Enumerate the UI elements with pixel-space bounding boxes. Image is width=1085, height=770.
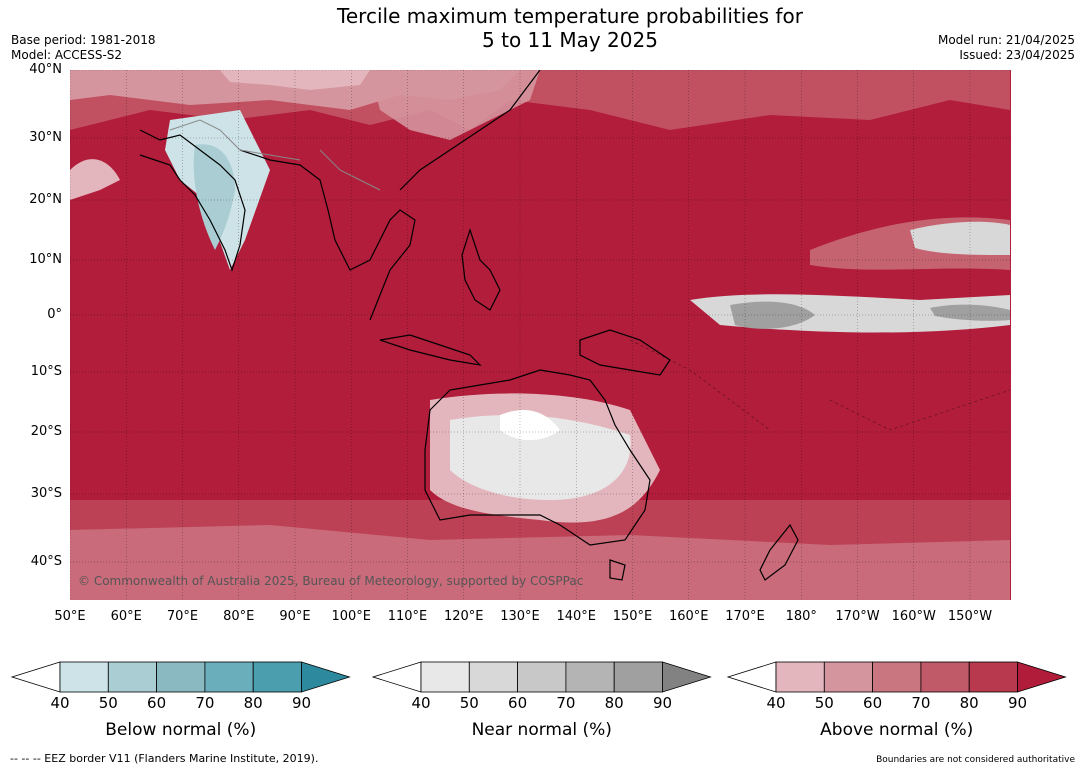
colorbar-segment bbox=[920, 661, 970, 693]
eez-borders bbox=[629, 339, 1011, 431]
colorbar-segment bbox=[252, 661, 302, 693]
colorbar-segment bbox=[968, 661, 1018, 693]
colorbar-segment bbox=[420, 661, 470, 693]
colorbar-tick-label: 60 bbox=[147, 694, 167, 712]
longitude-tick-label: 140°E bbox=[556, 609, 597, 624]
longitude-tick-label: 170°W bbox=[835, 609, 880, 624]
colorbar-tick-label: 80 bbox=[243, 694, 263, 712]
colorbar-segment bbox=[613, 661, 663, 693]
colorbar bbox=[371, 661, 712, 693]
longitude-tick-label: 70°E bbox=[166, 609, 199, 624]
longitude-tick-label: 120°E bbox=[443, 609, 484, 624]
title-line-2: 5 to 11 May 2025 bbox=[482, 28, 658, 52]
longitude-tick-label: 50°E bbox=[54, 609, 86, 624]
longitude-tick-label: 110°E bbox=[387, 609, 428, 624]
latitude-tick-label: 40°S bbox=[30, 554, 62, 569]
longitude-tick-label: 170°E bbox=[725, 609, 765, 624]
colorbar-segment bbox=[775, 661, 825, 693]
colorbar-tick-label: 90 bbox=[291, 694, 312, 712]
longitude-tick-label: 100°E bbox=[331, 609, 372, 624]
colorbar-tick-label: 80 bbox=[604, 694, 624, 712]
longitude-tick-label: 80°E bbox=[223, 609, 255, 624]
gridlines bbox=[70, 70, 1011, 600]
colorbar-segment bbox=[565, 661, 615, 693]
model-run: Model run: 21/04/2025 bbox=[937, 33, 1075, 47]
colorbar-tick-label: 60 bbox=[508, 694, 528, 712]
latitude-tick-label: 40°N bbox=[29, 62, 62, 77]
colorbar-segment bbox=[59, 661, 109, 693]
colorbar-under-triangle bbox=[10, 661, 61, 693]
colorbar-over-triangle bbox=[662, 661, 712, 693]
colorbar-segment bbox=[872, 661, 922, 693]
colorbar-segment bbox=[468, 661, 518, 693]
longitude-tick-label: 150°W bbox=[947, 609, 993, 624]
colorbar-tick-label: 40 bbox=[50, 694, 70, 712]
colorbar-segment bbox=[204, 661, 254, 693]
colorbar-tick-label: 90 bbox=[1007, 694, 1028, 712]
colorbar-tick-label: 40 bbox=[411, 694, 431, 712]
colorbar-tick-label: 70 bbox=[195, 694, 215, 712]
meta-right: Model run: 21/04/2025 Issued: 23/04/2025 bbox=[938, 33, 1075, 63]
colorbars bbox=[10, 661, 1067, 693]
latitude-tick-label: 30°N bbox=[29, 130, 62, 145]
longitude-tick-label: 160°E bbox=[668, 609, 709, 624]
base-period: Base period: 1981-2018 bbox=[11, 33, 156, 47]
colorbar-under-triangle bbox=[371, 661, 422, 693]
longitude-tick-label: 130°E bbox=[500, 609, 540, 624]
colorbar-title: Below normal (%) bbox=[105, 720, 257, 740]
colorbar-over-triangle bbox=[1017, 661, 1067, 693]
probability-map: © Commonwealth of Australia 2025, Bureau… bbox=[70, 70, 1011, 600]
latitude-tick-label: 10°S bbox=[30, 364, 62, 379]
map-title: Tercile maximum temperature probabilitie… bbox=[0, 4, 1085, 52]
colorbar bbox=[10, 661, 351, 693]
colorbar-segment bbox=[156, 661, 206, 693]
longitude-tick-label: 150°E bbox=[612, 609, 653, 624]
colorbar-title: Above normal (%) bbox=[820, 720, 974, 740]
colorbar-under-triangle bbox=[726, 661, 777, 693]
meta-left: Base period: 1981-2018 Model: ACCESS-S2 bbox=[11, 33, 156, 63]
colorbar-tick-label: 40 bbox=[766, 694, 786, 712]
longitude-tick-label: 90°E bbox=[279, 609, 311, 624]
coastlines bbox=[139, 70, 799, 581]
colorbar-tick-label: 70 bbox=[556, 694, 576, 712]
colorbar-segment bbox=[823, 661, 873, 693]
latitude-tick-label: 20°S bbox=[30, 424, 62, 439]
eez-footnote: -- -- -- EEZ border V11 (Flanders Marine… bbox=[10, 752, 319, 765]
colorbar-over-triangle bbox=[301, 661, 351, 693]
boundaries-disclaimer: Boundaries are not considered authoritat… bbox=[876, 755, 1075, 765]
colorbar-title: Near normal (%) bbox=[471, 720, 612, 740]
colorbar bbox=[726, 661, 1067, 693]
latitude-tick-label: 20°N bbox=[29, 192, 62, 207]
colorbar-tick-label: 60 bbox=[863, 694, 883, 712]
colorbar-tick-label: 50 bbox=[814, 694, 834, 712]
colorbar-segment bbox=[517, 661, 567, 693]
colorbar-tick-label: 50 bbox=[459, 694, 479, 712]
latitude-tick-label: 0° bbox=[47, 307, 62, 322]
colorbar-tick-label: 70 bbox=[911, 694, 931, 712]
longitude-tick-label: 160°W bbox=[891, 609, 936, 624]
copyright-notice: © Commonwealth of Australia 2025, Bureau… bbox=[78, 574, 583, 588]
borders bbox=[169, 119, 381, 191]
latitude-tick-label: 30°S bbox=[30, 486, 62, 501]
colorbar-tick-label: 80 bbox=[959, 694, 979, 712]
longitude-tick-label: 180° bbox=[785, 609, 817, 624]
colorbar-tick-label: 90 bbox=[652, 694, 673, 712]
colorbar-tick-label: 50 bbox=[98, 694, 118, 712]
issued-date: Issued: 23/04/2025 bbox=[959, 48, 1075, 62]
model-name: Model: ACCESS-S2 bbox=[11, 48, 123, 62]
colorbar-segment bbox=[107, 661, 158, 693]
title-line-1: Tercile maximum temperature probabilitie… bbox=[337, 4, 803, 28]
latitude-tick-label: 10°N bbox=[29, 252, 62, 267]
longitude-tick-label: 60°E bbox=[110, 609, 142, 624]
